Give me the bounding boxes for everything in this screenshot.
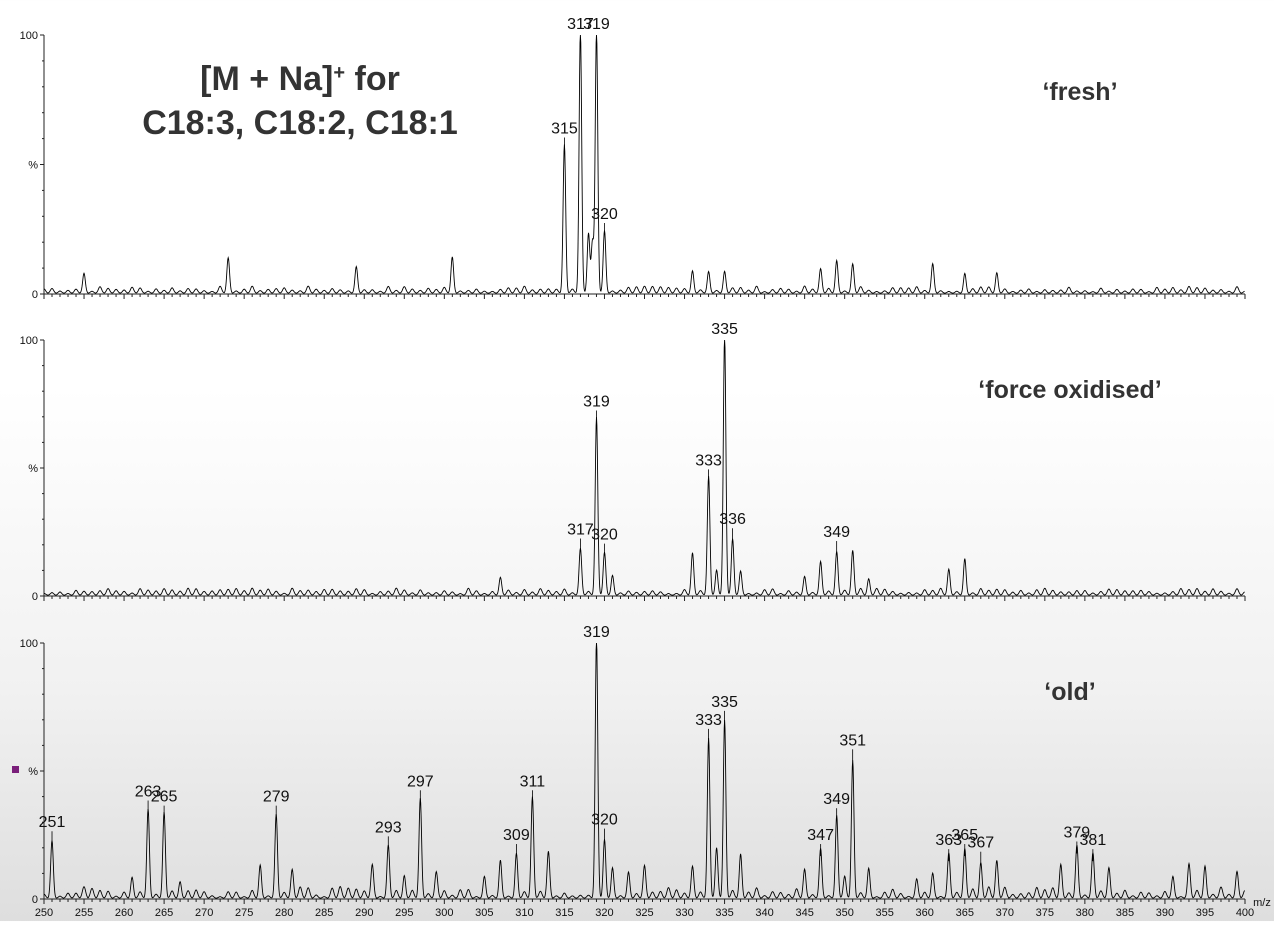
y-tick-label: 0 (32, 894, 38, 906)
x-tick-label: 360 (916, 907, 934, 919)
peak-label: 320 (591, 812, 618, 829)
x-tick-label: 340 (755, 907, 773, 919)
peak-label: 365 (951, 827, 978, 844)
peak-label: 320 (591, 206, 618, 223)
x-tick-label: 375 (1036, 907, 1054, 919)
x-tick-label: 310 (515, 907, 533, 919)
peak-label: 263 (135, 784, 162, 801)
x-tick-label: 355 (876, 907, 894, 919)
peak-label: 265 (151, 789, 178, 806)
peak-label: 317 (567, 16, 594, 33)
peak-label: 351 (839, 732, 866, 749)
y-tick-label: % (28, 160, 38, 172)
x-tick-label: 400 (1236, 907, 1254, 919)
y-tick-label: 0 (32, 289, 38, 301)
peak-label: 279 (263, 789, 290, 806)
x-tick-label: 330 (675, 907, 693, 919)
peak-label: 347 (807, 827, 834, 844)
peak-label: 349 (823, 791, 850, 808)
spectrum-trace (43, 339, 1245, 596)
x-tick-label: 320 (595, 907, 613, 919)
y-tick-label: 100 (20, 638, 38, 650)
x-tick-label: 315 (555, 907, 573, 919)
x-tick-label: 280 (275, 907, 293, 919)
x-tick-label: 260 (115, 907, 133, 919)
spectrum-panel-2: 0% 100 317 319 320 333 335 336 349 ‘force oxidise… (20, 321, 1246, 603)
peak-label: 363 (935, 832, 962, 849)
annotation-line-1: [M + Na]+ for (200, 60, 400, 98)
peak-label: 379 (1064, 824, 1091, 841)
peak-label: 309 (503, 827, 530, 844)
x-tick-label: 265 (155, 907, 173, 919)
x-tick-label: 295 (395, 907, 413, 919)
peak-label: 319 (583, 16, 610, 33)
peak-label: 367 (967, 835, 994, 852)
peak-label: 293 (375, 819, 402, 836)
x-tick-label: 255 (75, 907, 93, 919)
peak-label: 333 (695, 452, 722, 469)
x-tick-label: 370 (996, 907, 1014, 919)
peak-label: 251 (39, 814, 66, 831)
peak-label: 336 (719, 511, 746, 528)
x-tick-label: 385 (1116, 907, 1134, 919)
x-tick-label: 275 (235, 907, 253, 919)
panel-title: ‘old’ (1044, 678, 1095, 706)
x-tick-label: 325 (635, 907, 653, 919)
x-tick-label: 300 (435, 907, 453, 919)
x-tick-label: 250 (35, 907, 53, 919)
y-tick-label: % (28, 766, 38, 778)
x-unit-label: m/z (1253, 897, 1271, 909)
peak-label: 311 (520, 773, 546, 790)
peak-label: 349 (823, 524, 850, 541)
y-tick-label: 0 (32, 591, 38, 603)
annotation-line-2: C18:3, C18:2, C18:1 (142, 104, 458, 142)
peak-label: 317 (567, 521, 594, 538)
peak-label: 335 (711, 694, 738, 711)
peak-label: 381 (1080, 832, 1107, 849)
x-tick-label: 395 (1196, 907, 1214, 919)
peak-label: 333 (695, 712, 722, 729)
peak-label: 315 (551, 121, 578, 138)
x-tick-label: 390 (1156, 907, 1174, 919)
legend-marker-icon (12, 766, 19, 773)
spectrum-trace (43, 34, 1245, 294)
x-tick-label: 285 (315, 907, 333, 919)
x-tick-label: 305 (475, 907, 493, 919)
peak-label: 335 (711, 321, 738, 338)
y-tick-label: 100 (20, 30, 38, 42)
peak-label: 297 (407, 773, 434, 790)
x-tick-label: 270 (195, 907, 213, 919)
x-tick-label: 335 (715, 907, 733, 919)
x-tick-label: 365 (956, 907, 974, 919)
panel-title: ‘fresh’ (1042, 78, 1117, 106)
x-tick-label: 380 (1076, 907, 1094, 919)
y-tick-label: 100 (20, 335, 38, 347)
x-tick-label: 345 (795, 907, 813, 919)
panel-title: ‘force oxidised’ (978, 376, 1161, 404)
peak-label: 319 (583, 393, 610, 410)
peak-label: 320 (591, 527, 618, 544)
x-tick-label: 350 (835, 907, 853, 919)
peak-label: 319 (583, 624, 610, 641)
x-tick-label: 290 (355, 907, 373, 919)
spectrum-trace (43, 642, 1245, 899)
y-tick-label: % (28, 463, 38, 475)
